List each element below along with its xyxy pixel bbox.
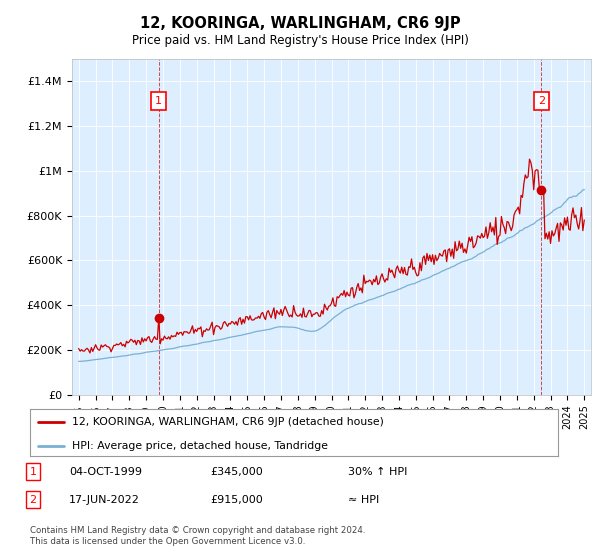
Text: 2: 2 bbox=[538, 96, 545, 106]
Text: 17-JUN-2022: 17-JUN-2022 bbox=[69, 494, 140, 505]
Text: 1: 1 bbox=[29, 466, 37, 477]
Text: ≈ HPI: ≈ HPI bbox=[348, 494, 379, 505]
Text: 2: 2 bbox=[29, 494, 37, 505]
Text: Contains HM Land Registry data © Crown copyright and database right 2024.
This d: Contains HM Land Registry data © Crown c… bbox=[30, 526, 365, 546]
Text: 1: 1 bbox=[155, 96, 162, 106]
Text: 12, KOORINGA, WARLINGHAM, CR6 9JP (detached house): 12, KOORINGA, WARLINGHAM, CR6 9JP (detac… bbox=[72, 417, 384, 427]
Text: 12, KOORINGA, WARLINGHAM, CR6 9JP: 12, KOORINGA, WARLINGHAM, CR6 9JP bbox=[140, 16, 460, 31]
Text: 30% ↑ HPI: 30% ↑ HPI bbox=[348, 466, 407, 477]
Text: £915,000: £915,000 bbox=[210, 494, 263, 505]
Text: HPI: Average price, detached house, Tandridge: HPI: Average price, detached house, Tand… bbox=[72, 441, 328, 451]
Text: £345,000: £345,000 bbox=[210, 466, 263, 477]
Text: 04-OCT-1999: 04-OCT-1999 bbox=[69, 466, 142, 477]
Text: Price paid vs. HM Land Registry's House Price Index (HPI): Price paid vs. HM Land Registry's House … bbox=[131, 34, 469, 46]
